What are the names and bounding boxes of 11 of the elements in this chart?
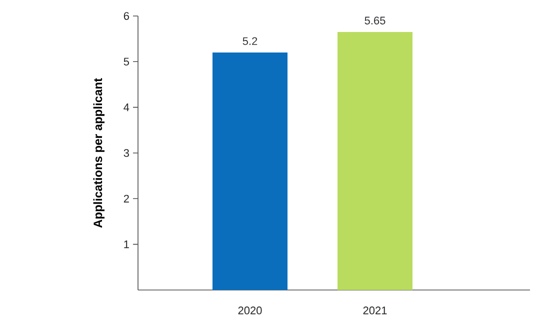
y-tick-label: 2 bbox=[124, 194, 129, 202]
y-tick-label: 5 bbox=[124, 58, 129, 66]
y-tick-label: 1 bbox=[124, 240, 129, 248]
y-tick-label: 6 bbox=[124, 12, 129, 20]
x-tick-label: 2021 bbox=[363, 306, 387, 314]
data-label: 5.2 bbox=[242, 37, 258, 45]
y-tick-label: 4 bbox=[124, 104, 130, 112]
x-tick-label: 2020 bbox=[238, 306, 262, 314]
y-tick-label: 3 bbox=[124, 149, 129, 157]
y-axis-title: Applications per applicant bbox=[93, 78, 104, 228]
data-label: 5.65 bbox=[364, 16, 386, 24]
